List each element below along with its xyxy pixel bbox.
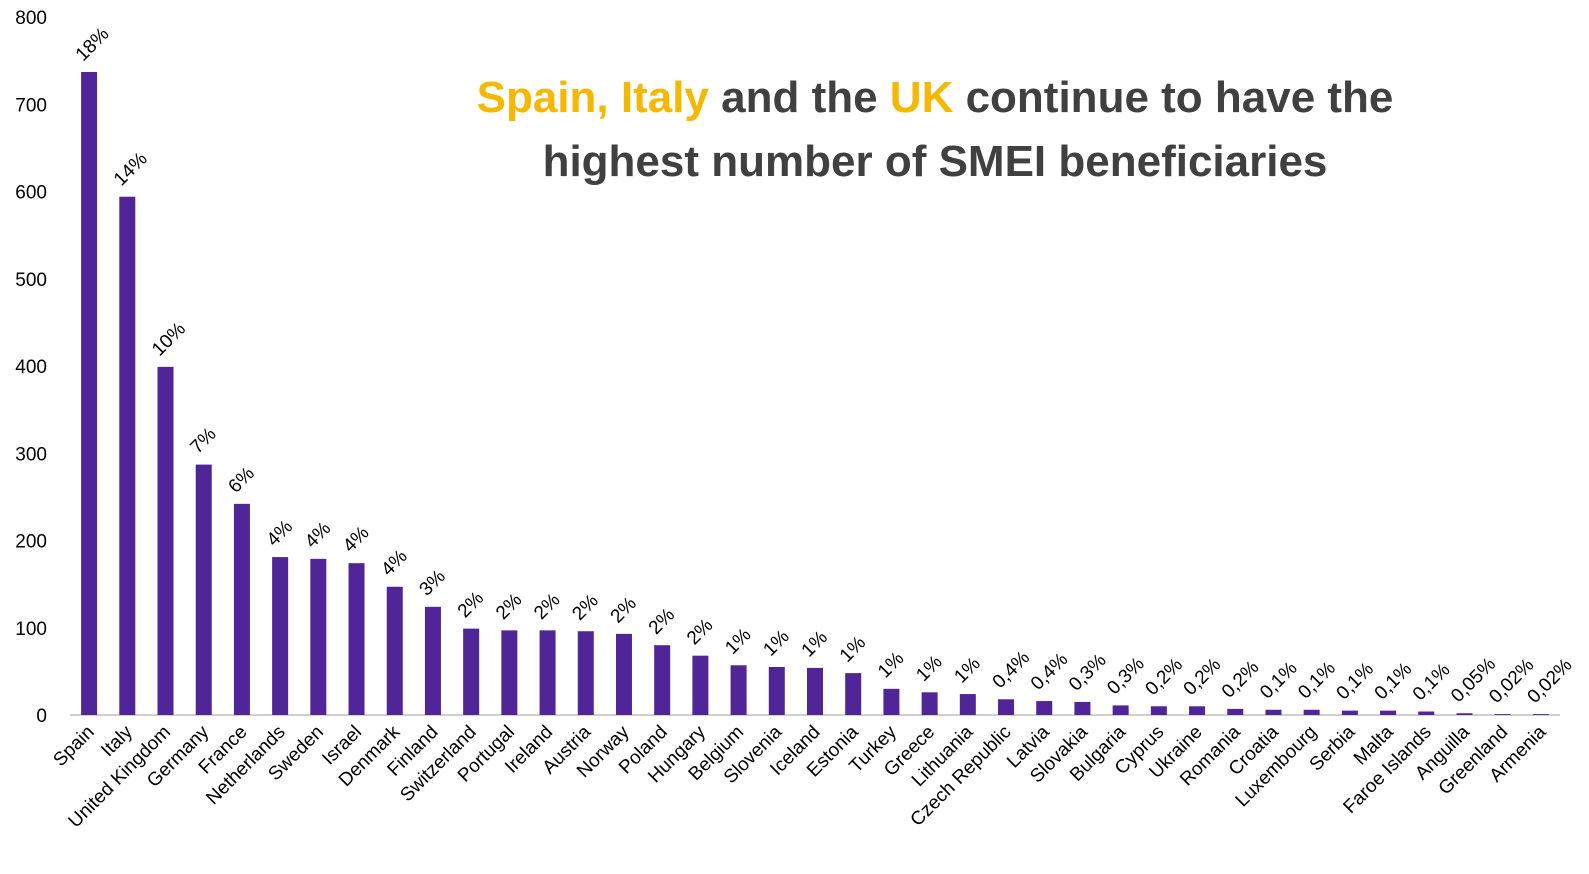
bar	[1227, 708, 1244, 715]
data-label: 4%	[263, 516, 297, 550]
title-part: and the	[709, 73, 890, 122]
data-label: 1%	[798, 627, 832, 661]
data-label: 0,1%	[1333, 659, 1379, 705]
bar	[233, 503, 250, 715]
bar	[157, 366, 174, 715]
data-label: 6%	[225, 463, 259, 497]
title-part: UK	[890, 73, 954, 122]
data-label: 2%	[645, 604, 679, 638]
bar	[654, 645, 671, 715]
data-label: 14%	[110, 148, 152, 190]
bar	[195, 464, 212, 715]
y-tick-label: 800	[15, 8, 47, 29]
data-label: 0,3%	[1103, 653, 1149, 699]
data-label: 1%	[951, 653, 985, 687]
data-label: 4%	[377, 546, 411, 580]
data-label: 0,2%	[1180, 654, 1226, 700]
data-label: 0,4%	[989, 647, 1035, 693]
data-label: 0,3%	[1065, 650, 1111, 696]
data-label: 1%	[874, 648, 908, 682]
bar	[921, 692, 938, 715]
chart-title: Spain, Italy and the UK continue to have…	[477, 73, 1394, 122]
bar	[1303, 709, 1320, 715]
data-label: 1%	[912, 652, 946, 686]
bar	[310, 558, 327, 715]
bar	[1418, 711, 1435, 715]
bar	[1494, 714, 1511, 715]
data-label: 1%	[721, 624, 755, 658]
data-label: 2%	[454, 588, 488, 622]
title-part: Spain, Italy	[477, 73, 710, 122]
bar	[1036, 701, 1053, 715]
data-label: 0,1%	[1256, 658, 1302, 704]
y-tick-label: 500	[15, 270, 47, 291]
data-label: 2%	[607, 593, 641, 627]
bar	[615, 633, 632, 715]
data-label: 0,2%	[1142, 654, 1188, 700]
data-label: 18%	[72, 24, 114, 66]
bar	[577, 631, 594, 715]
y-tick-label: 200	[15, 532, 47, 553]
bar	[1532, 714, 1549, 715]
data-label: 0,1%	[1371, 659, 1417, 705]
data-label: 3%	[416, 566, 450, 600]
bar	[1341, 710, 1358, 715]
bar	[1074, 701, 1091, 715]
data-label: 2%	[492, 590, 526, 624]
bar	[81, 71, 98, 715]
title-part: highest number of SMEI beneficiaries	[543, 137, 1328, 186]
data-label: 2%	[530, 590, 564, 624]
y-tick-label: 100	[15, 619, 47, 640]
data-label: 1%	[836, 632, 870, 666]
bar	[807, 667, 823, 715]
bar	[1456, 713, 1473, 715]
bar	[501, 630, 518, 715]
data-label: 0,02%	[1524, 655, 1577, 708]
y-tick-label: 700	[15, 95, 47, 116]
y-tick-label: 600	[15, 183, 47, 204]
data-label: 4%	[301, 518, 335, 552]
bar	[348, 563, 365, 715]
data-label: 0,4%	[1027, 649, 1073, 695]
bar	[539, 630, 556, 715]
bar	[386, 586, 403, 715]
data-label: 0,1%	[1409, 659, 1455, 705]
data-label: 0,1%	[1294, 658, 1340, 704]
bar	[1380, 710, 1397, 715]
bar	[272, 557, 289, 715]
data-label: 0,2%	[1218, 657, 1264, 703]
data-label: 2%	[683, 615, 717, 649]
bar	[463, 628, 480, 715]
data-label: 10%	[148, 319, 190, 361]
data-label: 1%	[759, 626, 793, 660]
bar	[119, 196, 136, 716]
bar	[883, 688, 900, 715]
bar	[1189, 706, 1206, 715]
data-label: 4%	[339, 522, 373, 556]
data-label: 2%	[568, 590, 602, 624]
y-tick-label: 400	[15, 357, 47, 378]
data-label: 7%	[186, 424, 220, 458]
bar	[1112, 705, 1129, 715]
title-part: continue to have the	[953, 73, 1393, 122]
bar	[730, 665, 747, 715]
bar	[845, 673, 862, 715]
chart-title: highest number of SMEI beneficiaries	[543, 137, 1328, 186]
y-tick-label: 300	[15, 444, 47, 465]
bar	[1265, 709, 1282, 715]
bar	[424, 606, 441, 715]
bar	[1150, 706, 1167, 715]
bar	[768, 667, 785, 715]
bar	[998, 699, 1015, 715]
bar	[959, 694, 976, 715]
bar	[692, 655, 709, 715]
x-tick-label: Spain	[49, 722, 98, 771]
y-tick-label: 0	[36, 706, 47, 727]
